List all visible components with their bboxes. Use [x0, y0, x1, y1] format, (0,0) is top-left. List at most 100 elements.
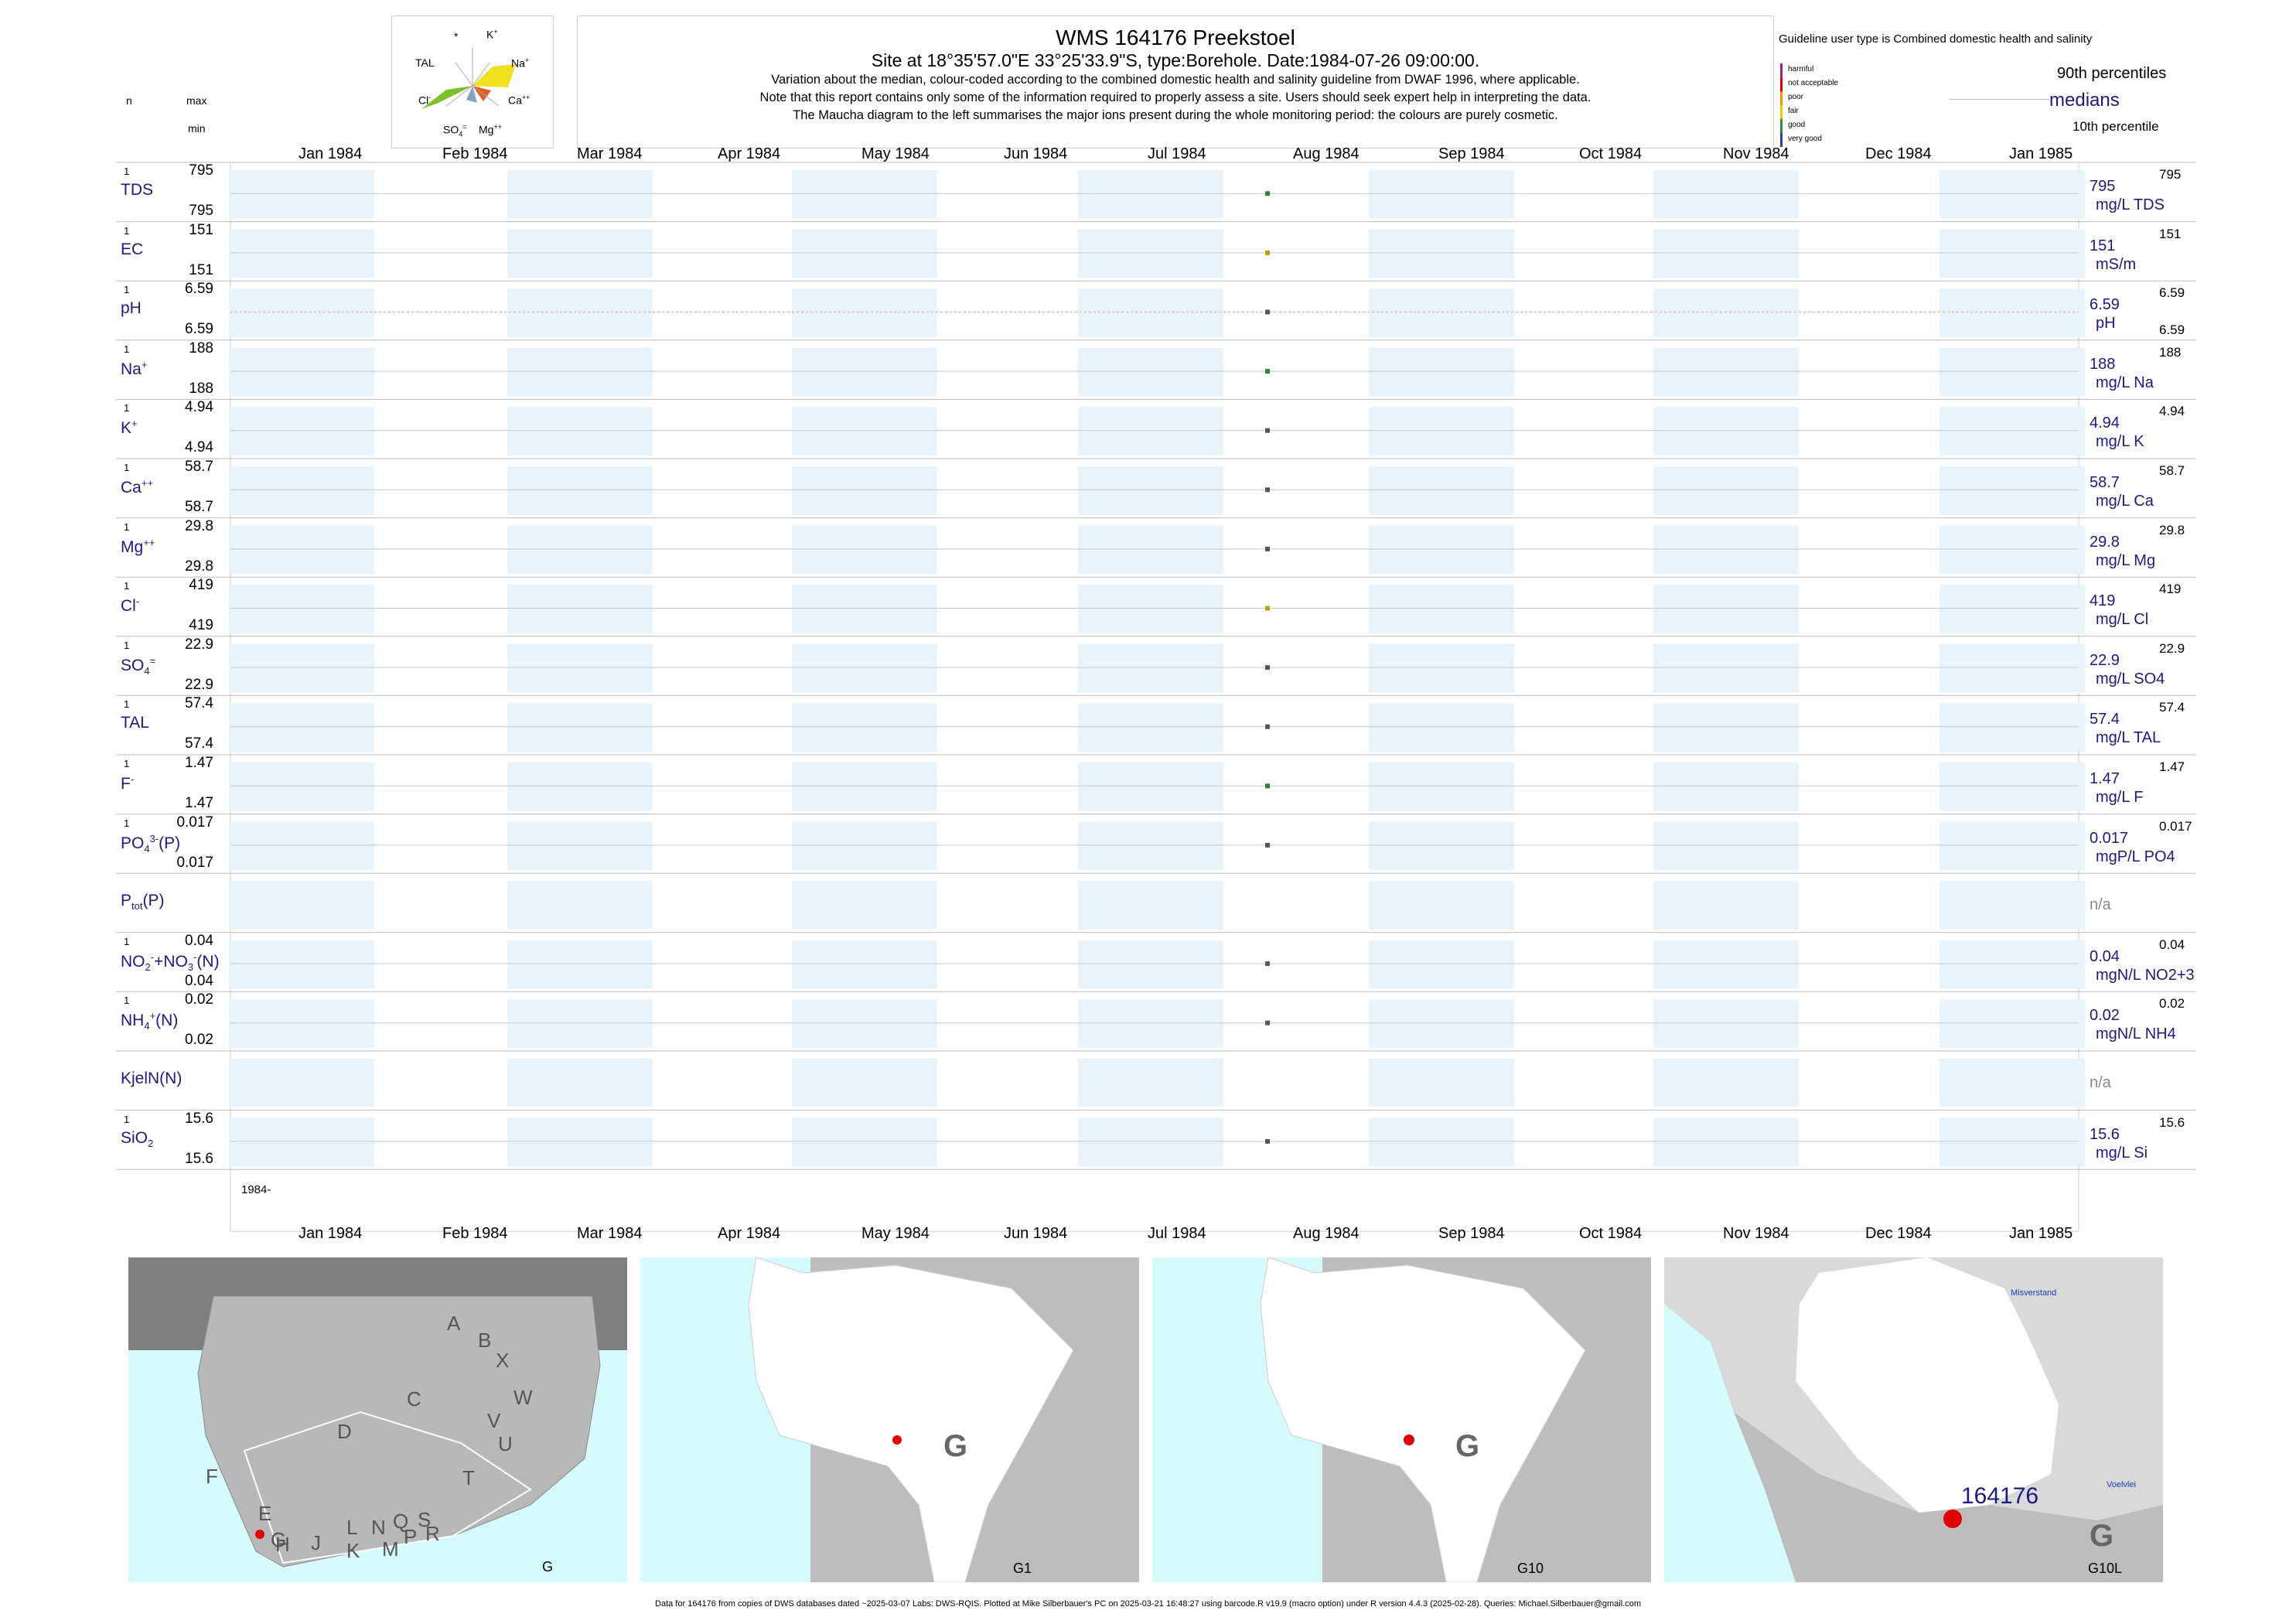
- row-min: 0.04: [185, 972, 213, 989]
- data-point: [1265, 369, 1271, 374]
- data-point: [1265, 428, 1271, 433]
- map1-region-letter: S: [418, 1508, 432, 1531]
- row-min: 58.7: [185, 499, 213, 515]
- row-p90: 151: [2159, 226, 2182, 241]
- map3-big-letter: G: [1455, 1429, 1480, 1463]
- month-band: [507, 703, 653, 752]
- row-p90: 4.94: [2159, 404, 2185, 419]
- month-band: [1078, 170, 1223, 219]
- month-band: [792, 881, 937, 930]
- month-band: [229, 643, 374, 693]
- legend-class-label: good: [1788, 121, 1806, 129]
- param-label: TDS: [121, 181, 153, 199]
- month-label-bottom: May 1984: [861, 1225, 930, 1242]
- map1-region-letter: M: [382, 1537, 399, 1561]
- month-band: [507, 585, 653, 633]
- legend-class-label: fair: [1788, 107, 1799, 115]
- row-n: 1: [124, 698, 130, 711]
- row-min: 6.59: [185, 321, 213, 338]
- row-n: 1: [124, 995, 130, 1007]
- row-p90: 58.7: [2159, 463, 2185, 478]
- min-header: min: [188, 122, 206, 135]
- row-max: 29.8: [185, 517, 213, 534]
- row-min: 4.94: [185, 439, 213, 456]
- row-max: 795: [189, 162, 213, 179]
- month-band: [1939, 170, 2085, 219]
- param-label: K+: [121, 418, 138, 438]
- month-band: [229, 821, 374, 871]
- month-band: [792, 288, 937, 337]
- row-unit: mgP/L PO4: [2096, 848, 2175, 865]
- map1-region-letter: G: [271, 1528, 287, 1551]
- data-point: [1265, 191, 1271, 196]
- map4-site-dot: [1943, 1510, 1962, 1528]
- map4-catchment: [1796, 1257, 2059, 1513]
- param-label: pH: [121, 299, 142, 318]
- data-point: [1265, 606, 1271, 611]
- month-label-bottom: Jul 1984: [1148, 1225, 1206, 1242]
- row-p90: 795: [2159, 167, 2182, 182]
- row-unit: mg/L TDS: [2096, 196, 2165, 213]
- month-band: [1078, 999, 1223, 1048]
- year-label: 1984-: [241, 1183, 271, 1196]
- map2-svg: [640, 1257, 1074, 1582]
- month-band: [1653, 585, 1799, 633]
- map1-region-letter: J: [311, 1531, 321, 1554]
- month-band: [792, 525, 937, 575]
- map1-region-letter: R: [425, 1522, 440, 1545]
- note-2: Note that this report contains only some…: [759, 90, 1592, 104]
- month-label-top: Jan 1984: [299, 145, 363, 162]
- month-band: [1653, 703, 1799, 752]
- map2-big-letter: G: [943, 1429, 968, 1463]
- row-min: 419: [189, 617, 213, 634]
- row-unit: mg/L SO4: [2096, 670, 2165, 687]
- maucha-star: *: [454, 30, 459, 43]
- map1-region-letter: P: [404, 1525, 418, 1548]
- month-band: [1078, 643, 1223, 693]
- row-n: 1: [124, 758, 130, 769]
- row-min: 0.017: [176, 854, 213, 871]
- month-band: [1369, 821, 1514, 871]
- month-band: [1653, 407, 1799, 455]
- month-band: [1939, 999, 2085, 1048]
- maucha-svg: [421, 47, 516, 109]
- max-header: max: [186, 94, 207, 107]
- map1-site-dot: [255, 1530, 264, 1539]
- row-min: 795: [189, 203, 213, 219]
- map1-region-letter: L: [346, 1516, 358, 1539]
- month-band: [1369, 288, 1514, 337]
- month-label-bottom: Sep 1984: [1438, 1225, 1505, 1242]
- month-band: [1653, 525, 1799, 575]
- month-band: [1939, 643, 2085, 693]
- row-n: 1: [124, 402, 130, 415]
- month-band: [507, 881, 653, 930]
- legend-class-label: not acceptable: [1788, 79, 1839, 87]
- legend-class-label: harmful: [1788, 65, 1814, 73]
- map1-region-letter: Q: [393, 1510, 409, 1533]
- month-band: [1939, 347, 2085, 397]
- map1-region-letter: N: [371, 1516, 386, 1539]
- row-p90: 0.04: [2159, 937, 2185, 952]
- month-label-top: Jul 1984: [1148, 145, 1206, 162]
- map4-town-misverstand: Misverstand: [2011, 1288, 2057, 1298]
- map1-region-letter: E: [258, 1502, 272, 1525]
- month-label-top: Mar 1984: [577, 145, 643, 162]
- month-band: [1939, 288, 2085, 337]
- row-n: 1: [124, 165, 130, 177]
- month-band: [229, 407, 374, 455]
- map3-catchment: [1260, 1257, 1586, 1582]
- param-label: Ptot(P): [121, 892, 165, 913]
- maucha-mg-label: Mg++: [479, 123, 502, 136]
- row-n: 1: [124, 935, 130, 947]
- legend-medians: medians: [2049, 90, 2120, 111]
- map3-site-dot: [1404, 1435, 1414, 1445]
- month-band: [1939, 881, 2085, 930]
- map1-region-letter: U: [498, 1432, 513, 1455]
- month-band: [1939, 229, 2085, 278]
- month-band: [229, 1117, 374, 1167]
- data-point: [1265, 665, 1271, 670]
- param-label: PO43-(P): [121, 832, 181, 855]
- map1-region-letter: K: [346, 1539, 360, 1562]
- param-label: NO2-+NO3-(N): [121, 950, 220, 973]
- month-band: [792, 585, 937, 633]
